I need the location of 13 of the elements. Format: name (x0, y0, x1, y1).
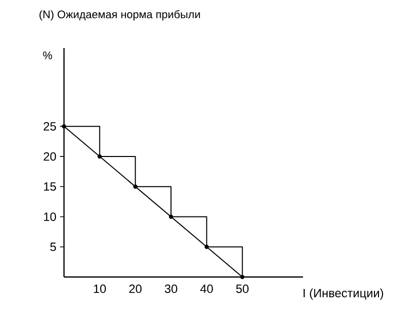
y-tick-label: 5 (50, 242, 56, 252)
x-axis-title: I (Инвестиции) (304, 288, 384, 300)
y-tick-label: 25 (44, 122, 56, 131)
x-tick-label: 10 (94, 284, 106, 294)
x-tick-label: 20 (129, 284, 142, 294)
x-tick-label: 30 (164, 284, 178, 294)
y-tick-label: 15 (44, 182, 56, 191)
chart-title: (N) Ожидаемая норма прибыли (40, 10, 200, 20)
y-tick-label: 20 (44, 152, 56, 161)
y-tick-label: 10 (44, 212, 56, 221)
y-axis-title: % (43, 52, 52, 60)
x-tick-label: 40 (200, 284, 213, 294)
x-tick-label: 50 (236, 284, 249, 294)
